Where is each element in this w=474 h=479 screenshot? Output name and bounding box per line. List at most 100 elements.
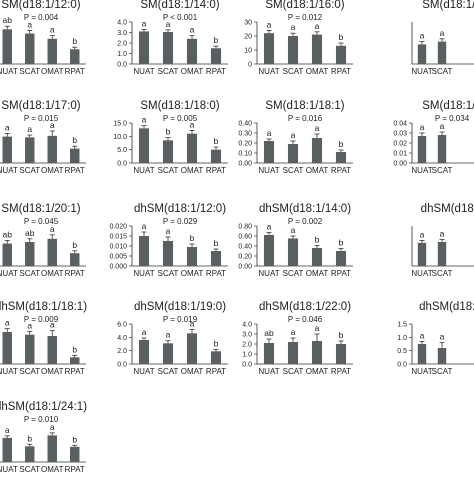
chart-panel: SM(d18:1/16:0) P = 0.012 0 10 20 30 a NUAT a SCAT…: [244, 0, 353, 76]
significance-letter: a: [267, 19, 272, 29]
p-value-label: P = 0.009: [24, 315, 59, 324]
significance-letter: a: [440, 121, 445, 131]
p-value-label: P = 0.019: [163, 315, 198, 324]
chart-panel: SM(d18:1/17:0)P = 0.015aNUATaSCATaOMATbR…: [0, 100, 86, 175]
x-tick-label: NUAT: [258, 367, 279, 376]
chart-title: SM(d18:1/1: [422, 100, 474, 112]
y-tick-label: 1.5: [397, 322, 407, 329]
y-tick-label: 0.03: [393, 131, 407, 138]
chart-title: SM(d18:1/18:1): [265, 100, 344, 112]
significance-letter: a: [420, 229, 425, 239]
bar: [186, 133, 198, 163]
bar: [70, 49, 80, 64]
bar: [2, 332, 12, 364]
significance-letter: a: [315, 21, 320, 31]
p-value-label: P = 0.004: [24, 13, 59, 22]
bar: [417, 44, 427, 64]
significance-letter: a: [50, 320, 55, 330]
bar: [47, 135, 57, 163]
significance-letter: a: [315, 323, 320, 333]
bar: [162, 343, 174, 364]
x-tick-label: RPAT: [331, 67, 351, 76]
bar: [437, 41, 447, 64]
y-tick-label: 0.0: [242, 362, 252, 369]
y-tick-label: 10.0: [113, 134, 127, 141]
significance-letter: a: [420, 31, 425, 41]
x-tick-label: RPAT: [206, 67, 226, 76]
chart-title: dhSM(d18:1/12:0): [134, 203, 226, 215]
bar: [162, 241, 174, 266]
chart-panel: dhSM(d18:1/22:0) P = 0.046 0.0 1.0 2.0 3.0 4.0…: [242, 301, 353, 376]
significance-letter: a: [190, 25, 195, 35]
p-value-label: P = 0.029: [163, 217, 198, 226]
chart-panel: SM(d18:1/1 a NUAT a SCAT: [411, 0, 474, 76]
bar: [263, 141, 275, 163]
chart-title: SM(d18:1/12:0): [1, 0, 80, 11]
x-tick-label: OMAT: [181, 367, 204, 376]
bar: [25, 137, 35, 163]
bar: [335, 152, 347, 163]
y-tick-label: 0.005: [109, 254, 127, 261]
x-tick-label: OMAT: [41, 166, 64, 175]
significance-letter: ab: [264, 328, 274, 338]
bar: [25, 33, 35, 64]
chart-title: SM(d18:1/17:0): [1, 100, 80, 112]
significance-letter: a: [50, 25, 55, 35]
bar: [210, 251, 222, 266]
x-tick-label: NUAT: [133, 166, 154, 175]
y-tick-label: 1.0: [397, 335, 407, 342]
significance-letter: a: [440, 28, 445, 38]
bar: [263, 235, 275, 266]
x-tick-label: NUAT: [411, 269, 432, 278]
bar: [47, 435, 57, 462]
x-tick-label: SCAT: [158, 269, 179, 278]
significance-letter: a: [291, 130, 296, 140]
x-tick-label: SCAT: [432, 166, 453, 175]
x-tick-label: OMAT: [41, 465, 64, 474]
chart-panel: SM(d18:1/20:1) P = 0.045 ab NUAT ab SCAT a OMAT…: [0, 203, 86, 278]
x-tick-label: SCAT: [432, 269, 453, 278]
chart-panel: dhSM(d18:1 a NUAT a SCAT: [411, 203, 474, 278]
p-value-label: P = 0.002: [288, 217, 323, 226]
p-value-label: P = 0.016: [288, 114, 323, 123]
x-tick-label: OMAT: [41, 269, 64, 278]
chart-panel: dhSM(d18:1/24:1)P = 0.010aNUATbSCATaOMAT…: [0, 401, 87, 474]
x-tick-label: SCAT: [19, 67, 40, 76]
y-tick-label: 0.40: [238, 244, 252, 251]
x-tick-label: OMAT: [306, 269, 329, 278]
y-tick-label: 0.10: [238, 151, 252, 158]
bar: [311, 341, 323, 364]
bar: [287, 36, 299, 64]
bar: [138, 31, 150, 64]
chart-title: SM(d18:1/14:0): [140, 0, 219, 11]
y-tick-label: 1.0: [242, 352, 252, 359]
x-tick-label: RPAT: [206, 367, 226, 376]
bar: [417, 242, 427, 266]
chart-title: SM(d18:1/1: [422, 0, 474, 11]
p-value-label: P = 0.005: [163, 114, 198, 123]
significance-letter: a: [5, 318, 10, 328]
bar: [335, 251, 347, 266]
bar: [47, 336, 57, 364]
y-tick-label: 0.01: [393, 151, 407, 158]
y-tick-label: 0.015: [109, 234, 127, 241]
bar: [287, 144, 299, 163]
x-tick-label: OMAT: [41, 67, 64, 76]
significance-letter: a: [166, 226, 171, 236]
x-tick-label: SCAT: [158, 67, 179, 76]
x-tick-label: RPAT: [331, 166, 351, 175]
x-tick-label: NUAT: [411, 367, 432, 376]
y-tick-label: 0.80: [238, 224, 252, 231]
chart-title: SM(d18:1/18:0): [140, 100, 219, 112]
x-tick-label: NUAT: [258, 166, 279, 175]
y-tick-label: 0.5: [397, 348, 407, 355]
chart-panel: SM(d18:1/18:1) P = 0.016 0.00 0.10 0.20 0.30 0…: [238, 100, 353, 175]
chart-panel: dhSM(d18:1/19:0) P = 0.019 0.0 2.0 4.0 6.0 a NU…: [117, 301, 228, 376]
y-tick-label: 0.000: [109, 264, 127, 271]
y-tick-label: 2.0: [117, 348, 127, 355]
significance-letter: a: [291, 225, 296, 235]
y-tick-label: 0.0: [117, 62, 127, 69]
y-tick-label: 6.0: [117, 322, 127, 329]
chart-title: dhSM(d18:1/24:1): [0, 401, 87, 413]
bar: [25, 242, 35, 266]
